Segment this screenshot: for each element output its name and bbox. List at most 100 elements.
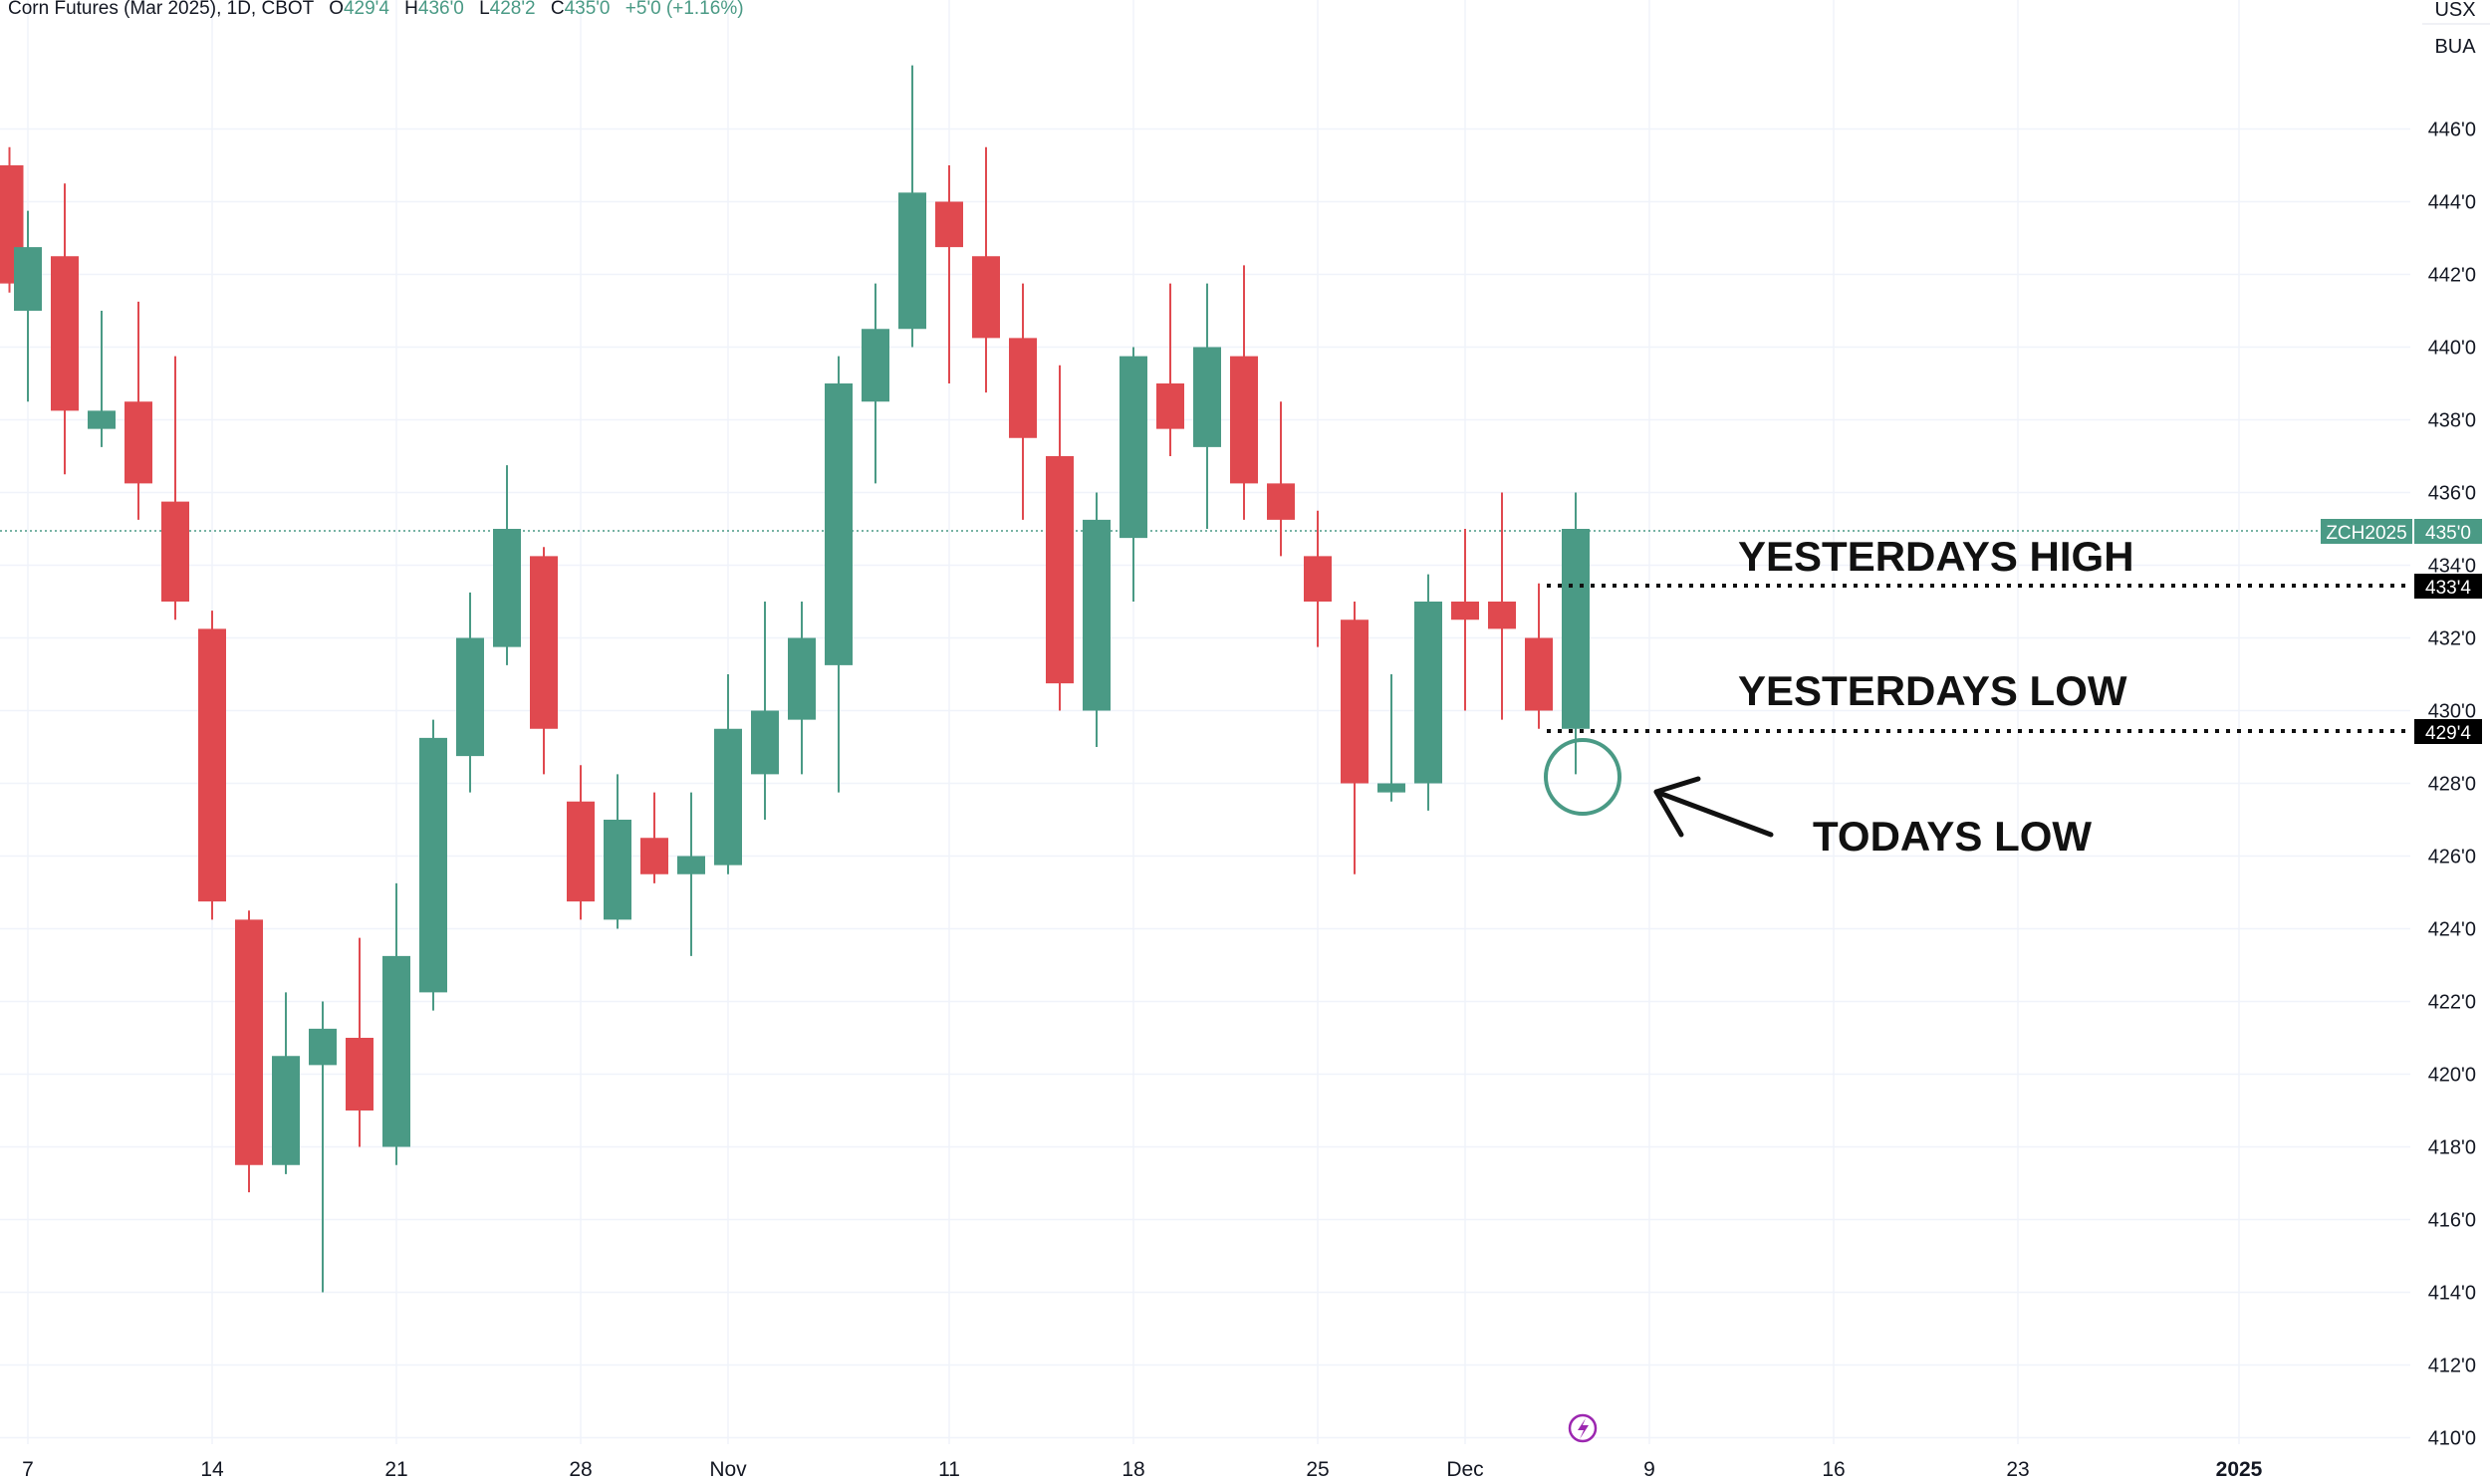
yesterdays-high-value: 433'4 — [2425, 578, 2471, 599]
time-tick-label: 11 — [938, 1458, 960, 1481]
time-tick-label: 28 — [569, 1458, 592, 1481]
candle-up[interactable] — [677, 792, 705, 956]
last-price-tag[interactable]: ZCH2025 435'0 — [2321, 519, 2482, 544]
candle-body — [1377, 783, 1405, 793]
candle-down[interactable] — [640, 792, 668, 883]
price-tick-label: 418'0 — [2428, 1137, 2476, 1159]
candle-body — [751, 710, 779, 775]
price-tick-label: 420'0 — [2428, 1065, 2476, 1087]
candle-body — [1414, 602, 1442, 784]
candle-down[interactable] — [1341, 602, 1369, 874]
candle-up[interactable] — [14, 210, 42, 402]
price-axis[interactable]: 446'0 444'0 442'0 440'0 438'0 436'0 434'0 432'0… — [2428, 120, 2476, 1450]
candle-up[interactable] — [456, 592, 484, 793]
candle-body — [1451, 602, 1479, 620]
price-tick-label: 426'0 — [2428, 847, 2476, 868]
price-tick-label: 434'0 — [2428, 556, 2476, 578]
candle-body — [567, 801, 595, 902]
candle-body — [1525, 637, 1553, 711]
candle-body — [1083, 519, 1111, 711]
candle-down[interactable] — [1451, 529, 1479, 711]
candle-up[interactable] — [1120, 347, 1147, 603]
time-tick-label: Dec — [1446, 1458, 1483, 1481]
candle-up[interactable] — [1377, 674, 1405, 802]
ohlc-legend: Corn Futures (Mar 2025), 1D, CBOT O429'4… — [8, 0, 744, 19]
candle-body — [1230, 356, 1258, 484]
candles — [0, 65, 1590, 1293]
candle-body — [456, 637, 484, 757]
price-tick-label: 416'0 — [2428, 1210, 2476, 1232]
candle-down[interactable] — [51, 183, 79, 475]
time-tick-label: Nov — [709, 1458, 747, 1481]
last-price-value: 435'0 — [2425, 523, 2471, 544]
candle-up[interactable] — [309, 1001, 337, 1293]
candle-up[interactable] — [751, 602, 779, 820]
candle-body — [604, 820, 631, 920]
candle-down[interactable] — [124, 301, 152, 520]
close-label: C — [551, 0, 565, 19]
candle-down[interactable] — [1267, 401, 1295, 557]
price-tick-label: 410'0 — [2428, 1428, 2476, 1450]
candle-down[interactable] — [235, 910, 263, 1193]
yesterdays-low-label: YESTERDAYS LOW — [1738, 667, 2127, 714]
candle-body — [935, 201, 963, 248]
time-tick-label: 18 — [1121, 1458, 1144, 1481]
candle-up[interactable] — [419, 719, 447, 1011]
candle-body — [124, 401, 152, 484]
candle-down[interactable] — [972, 146, 1000, 393]
high-value: 436'0 — [418, 0, 464, 19]
axis-unit[interactable]: BUA — [2434, 36, 2476, 58]
candle-body — [309, 1028, 337, 1066]
candle-body — [972, 256, 1000, 339]
candle-up[interactable] — [898, 65, 926, 348]
candle-up[interactable] — [1414, 574, 1442, 811]
candle-body — [898, 192, 926, 330]
price-tick-label: 438'0 — [2428, 410, 2476, 432]
event-lightning-icon[interactable] — [1568, 1413, 1598, 1443]
candle-down[interactable] — [1046, 365, 1074, 711]
candle-down[interactable] — [346, 937, 374, 1147]
price-tick-label: 412'0 — [2428, 1356, 2476, 1377]
candle-body — [88, 410, 116, 429]
candle-down[interactable] — [1156, 283, 1184, 456]
candle-up[interactable] — [714, 674, 742, 874]
candle-up[interactable] — [493, 465, 521, 665]
candle-body — [1156, 383, 1184, 429]
time-axis[interactable]: 7 14 21 28 Nov 11 18 25 Dec 9 16 23 2025 — [22, 1458, 2263, 1481]
time-tick-label: 16 — [1822, 1458, 1845, 1481]
candle-up[interactable] — [382, 882, 410, 1165]
candle-up[interactable] — [604, 774, 631, 929]
yesterdays-high-tag[interactable]: 433'4 — [2414, 574, 2482, 599]
yesterdays-low-value: 429'4 — [2425, 723, 2471, 744]
axis-currency[interactable]: USX — [2434, 0, 2475, 21]
candle-down[interactable] — [198, 611, 226, 920]
candle-down[interactable] — [1009, 283, 1037, 520]
yesterdays-low-tag[interactable]: 429'4 — [2414, 719, 2482, 744]
close-value: 435'0 — [565, 0, 611, 19]
candle-down[interactable] — [1304, 510, 1332, 647]
candle-up[interactable] — [88, 311, 116, 447]
change-value: +5'0 (+1.16%) — [625, 0, 744, 19]
candle-up[interactable] — [272, 992, 300, 1174]
candle-up[interactable] — [1562, 492, 1590, 775]
candle-body — [862, 329, 889, 402]
candle-up[interactable] — [1083, 492, 1111, 748]
candle-down[interactable] — [935, 165, 963, 383]
candle-down[interactable] — [1230, 265, 1258, 520]
price-tick-label: 436'0 — [2428, 483, 2476, 505]
candle-body — [161, 501, 189, 602]
candle-body — [640, 838, 668, 874]
candle-up[interactable] — [825, 356, 853, 793]
candle-body — [825, 383, 853, 665]
candle-down[interactable] — [530, 547, 558, 775]
price-tick-label: 414'0 — [2428, 1283, 2476, 1305]
candle-up[interactable] — [788, 602, 816, 775]
candle-body — [1193, 347, 1221, 447]
candle-up[interactable] — [862, 283, 889, 484]
candle-down[interactable] — [1488, 492, 1516, 720]
candle-down[interactable] — [1525, 583, 1553, 729]
candle-up[interactable] — [1193, 283, 1221, 529]
candle-down[interactable] — [161, 356, 189, 620]
candle-down[interactable] — [567, 765, 595, 920]
